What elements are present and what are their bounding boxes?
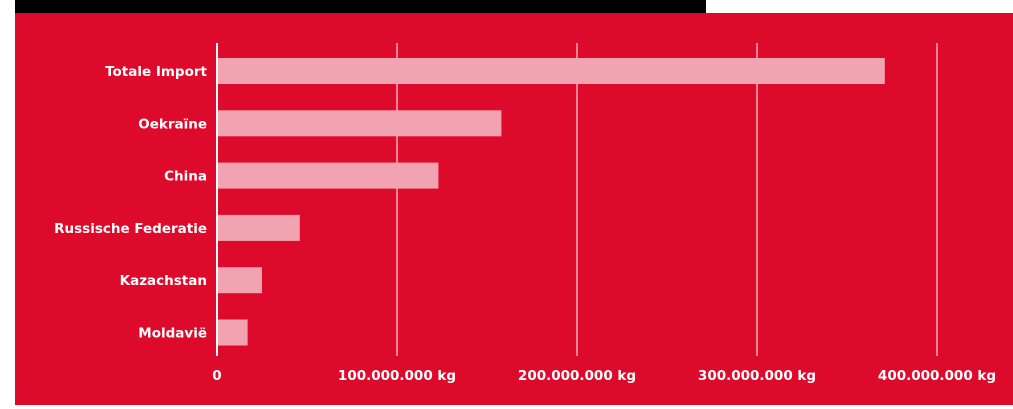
bar (218, 162, 439, 189)
chart-panel: Totale Import Oekraïne China Russische Fede… (15, 13, 1013, 405)
x-tick-label: 100.000.000 kg (338, 368, 456, 384)
top-band (15, 0, 706, 13)
category-labels: Totale Import Oekraïne China Russische Fede… (54, 64, 207, 342)
bar (218, 319, 248, 346)
category-label: Totale Import (105, 64, 207, 80)
bar (218, 267, 262, 294)
category-label: Oekraïne (138, 116, 207, 132)
category-label: Russische Federatie (54, 221, 207, 237)
x-tick-label: 200.000.000 kg (518, 368, 636, 384)
bars (218, 58, 885, 346)
category-label: Moldavië (138, 326, 207, 342)
bar (218, 214, 300, 241)
category-label: China (164, 169, 207, 185)
x-tick-label: 300.000.000 kg (698, 368, 816, 384)
x-tick-label: 0 (212, 368, 221, 384)
bar (218, 110, 502, 137)
x-tick-labels: 0 100.000.000 kg 200.000.000 kg 300.000.000… (212, 368, 996, 384)
x-tick-label: 400.000.000 kg (878, 368, 996, 384)
category-label: Kazachstan (120, 273, 207, 289)
bar-chart: Totale Import Oekraïne China Russische Fede… (15, 13, 1013, 405)
bar (218, 58, 885, 84)
gridlines (216, 43, 938, 356)
